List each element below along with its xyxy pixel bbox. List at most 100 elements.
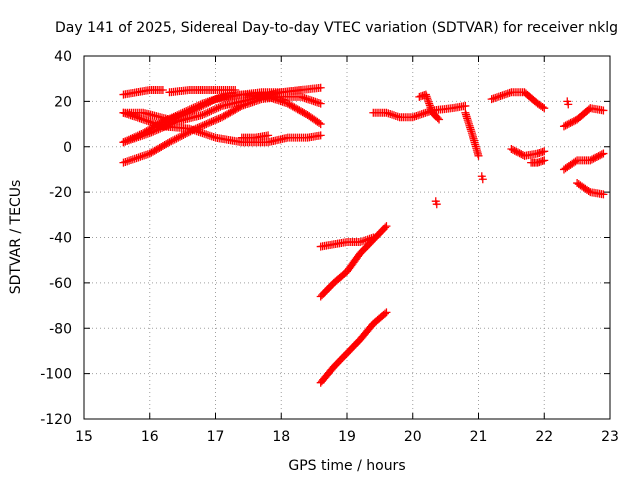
data-point xyxy=(599,106,608,115)
data-point xyxy=(175,110,184,119)
series-trace-b xyxy=(165,86,240,97)
series-trace-r xyxy=(559,104,608,131)
data-point xyxy=(158,86,167,95)
data-point xyxy=(168,136,177,145)
data-point xyxy=(597,150,606,159)
data-point xyxy=(474,151,483,160)
series-trace-j xyxy=(316,222,391,301)
data-point xyxy=(172,134,181,143)
data-point xyxy=(421,90,430,99)
data-point xyxy=(167,113,176,122)
series-trace-a xyxy=(119,86,167,99)
series-isolated-points xyxy=(431,97,573,209)
data-point xyxy=(205,107,214,116)
y-tick-label: 20 xyxy=(54,94,72,110)
data-point xyxy=(184,128,193,137)
data-point xyxy=(382,222,391,231)
data-point xyxy=(540,104,549,113)
series-trace-m xyxy=(415,90,444,124)
data-point xyxy=(128,134,137,143)
series-trace-g xyxy=(119,86,305,147)
series-trace-t xyxy=(573,179,608,199)
data-point xyxy=(204,119,213,128)
y-tick-label: -40 xyxy=(49,231,72,247)
data-point xyxy=(380,309,389,318)
data-point xyxy=(161,122,170,131)
data-point xyxy=(183,129,192,138)
data-point xyxy=(316,83,325,92)
x-tick-label: 23 xyxy=(601,429,619,445)
data-point xyxy=(170,135,179,144)
data-point xyxy=(426,103,435,112)
x-tick-label: 22 xyxy=(535,429,553,445)
data-point xyxy=(187,104,196,113)
data-point xyxy=(571,157,580,166)
series-trace-n xyxy=(461,108,483,160)
data-point xyxy=(177,131,186,140)
y-axis-label: SDTVAR / TECUs xyxy=(8,180,24,295)
data-point xyxy=(433,114,442,123)
data-point xyxy=(137,129,146,138)
data-point xyxy=(184,106,193,115)
data-point xyxy=(423,94,432,103)
data-point xyxy=(424,97,433,106)
series-trace-q xyxy=(527,156,549,167)
tick-labels: 15 16 17 18 19 20 21 22 23 -120 -100 -80 -60 -40 -20 0 2… xyxy=(40,49,619,445)
data-point xyxy=(186,127,195,136)
data-point xyxy=(216,114,225,123)
data-point xyxy=(316,99,325,108)
data-point xyxy=(174,133,183,142)
data-point xyxy=(179,130,188,139)
data-point xyxy=(209,117,218,126)
data-point xyxy=(296,86,305,95)
data-point xyxy=(212,104,221,113)
y-tick-label: 40 xyxy=(54,49,72,65)
plot-frame xyxy=(83,55,611,420)
data-point xyxy=(427,105,436,114)
data-point xyxy=(126,134,135,143)
data-point xyxy=(205,118,214,127)
data-point xyxy=(196,100,205,109)
data-point xyxy=(123,136,132,145)
y-tick-label: -20 xyxy=(49,185,72,201)
data-point xyxy=(175,132,184,141)
data-point xyxy=(216,102,225,111)
data-point xyxy=(200,110,209,119)
data-point xyxy=(432,200,441,209)
data-point xyxy=(182,107,191,116)
y-tick-label: -80 xyxy=(49,321,72,337)
data-point xyxy=(194,101,203,110)
x-tick-label: 19 xyxy=(338,429,356,445)
data-point xyxy=(192,102,201,111)
data-point xyxy=(540,156,549,165)
data-point xyxy=(124,135,133,144)
data-point xyxy=(211,116,220,125)
data-point xyxy=(382,308,391,317)
data-point xyxy=(316,120,325,129)
x-tick-label: 16 xyxy=(141,429,159,445)
data-point xyxy=(564,100,573,109)
x-tick-label: 20 xyxy=(404,429,422,445)
y-tick-label: -120 xyxy=(40,412,72,428)
y-tick-label: -100 xyxy=(40,367,72,383)
y-tick-label: -60 xyxy=(49,276,72,292)
x-tick-label: 21 xyxy=(470,429,488,445)
data-point xyxy=(171,112,180,121)
data-point xyxy=(210,105,219,114)
data-point xyxy=(540,147,549,156)
data-point xyxy=(425,101,434,110)
x-tick-label: 18 xyxy=(272,429,290,445)
data-point xyxy=(178,108,187,117)
data-point xyxy=(167,137,176,146)
data-point xyxy=(381,223,390,232)
data-point xyxy=(584,186,593,195)
x-tick-label: 15 xyxy=(75,429,93,445)
series-trace-h xyxy=(237,131,273,142)
data-point xyxy=(599,190,608,199)
data-point xyxy=(158,123,167,132)
data-point xyxy=(121,137,130,146)
chart-title: Day 141 of 2025, Sidereal Day-to-day VTE… xyxy=(55,20,618,36)
data-point xyxy=(164,115,173,124)
